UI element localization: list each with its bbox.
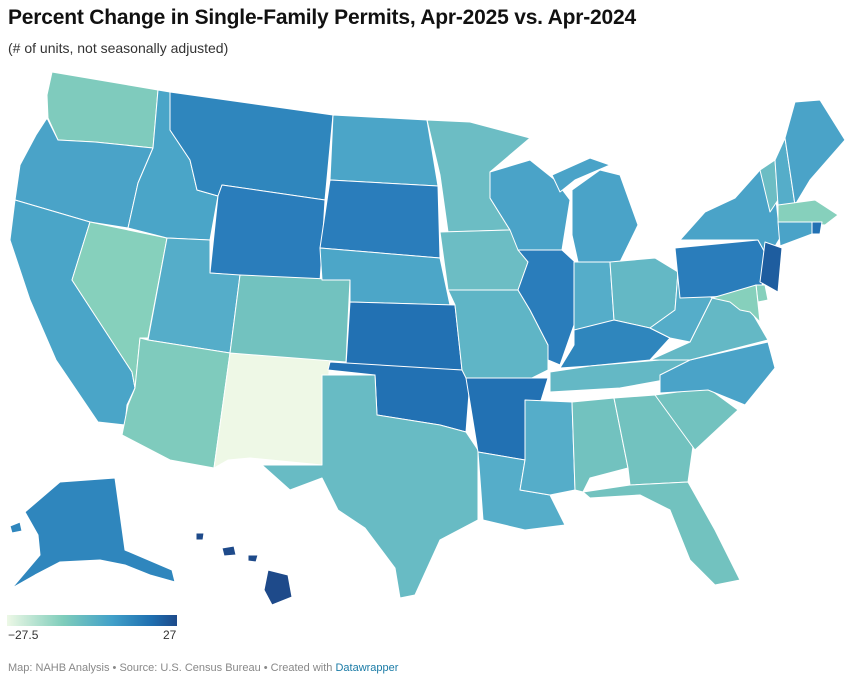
legend-min-label: −27.5 (8, 628, 39, 642)
state-tx[interactable] (261, 374, 479, 599)
state-il[interactable] (517, 249, 576, 366)
state-hi[interactable] (247, 554, 259, 563)
state-ri[interactable] (811, 221, 823, 235)
state-ak[interactable] (11, 477, 176, 589)
state-hi[interactable] (263, 569, 293, 606)
state-mi[interactable] (551, 157, 611, 193)
state-mi[interactable] (571, 169, 639, 263)
datawrapper-link[interactable]: Datawrapper (335, 662, 399, 674)
chart-title: Percent Change in Single-Family Permits,… (8, 6, 636, 29)
state-hi[interactable] (195, 532, 205, 541)
legend-max-label: 27 (163, 628, 177, 642)
state-co[interactable] (229, 274, 351, 363)
state-nd[interactable] (329, 114, 439, 187)
state-hi[interactable] (221, 545, 237, 557)
state-ms[interactable] (519, 399, 576, 496)
state-md[interactable] (711, 284, 761, 323)
state-fl[interactable] (582, 481, 741, 586)
state-nj[interactable] (759, 241, 783, 293)
state-ct[interactable] (777, 221, 813, 247)
footer-credit: Map: NAHB Analysis • Source: U.S. Census… (8, 662, 398, 674)
state-wa[interactable] (46, 71, 159, 149)
state-wy[interactable] (209, 184, 326, 283)
state-nm[interactable] (213, 352, 331, 469)
legend-color-ramp (7, 615, 177, 626)
state-az[interactable] (121, 337, 231, 469)
state-me[interactable] (784, 99, 846, 206)
state-ks[interactable] (345, 301, 463, 371)
footer-credit-text: Map: NAHB Analysis • Source: U.S. Census… (8, 662, 336, 674)
state-sd[interactable] (319, 179, 441, 259)
chart-subtitle: (# of units, not seasonally adjusted) (8, 40, 229, 56)
state-ak[interactable] (9, 521, 23, 534)
state-ma[interactable] (777, 199, 839, 226)
